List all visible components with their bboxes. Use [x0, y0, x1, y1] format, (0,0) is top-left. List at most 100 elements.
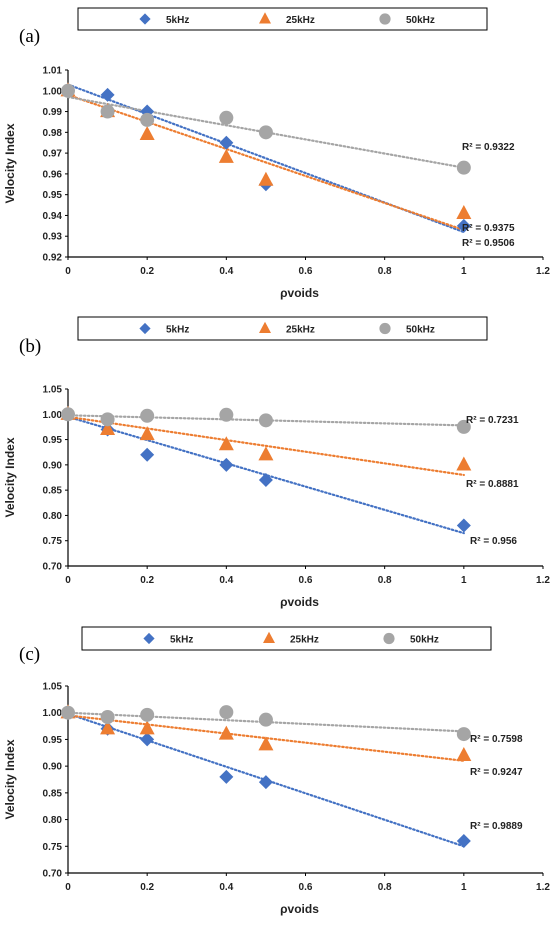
legend: 5kHz 25kHz 50kHz [81, 626, 492, 651]
data-point-25kHz [218, 725, 234, 740]
x-tick-label: 0.6 [299, 266, 313, 277]
data-point-25kHz [456, 456, 472, 471]
y-tick-label: 0.92 [43, 253, 63, 264]
data-point-5kHz [219, 457, 234, 472]
data-point-50kHz [61, 83, 75, 98]
x-axis-title: ρvoids [280, 902, 319, 916]
data-point-50kHz [100, 709, 115, 724]
legend-marker-5kHz [139, 13, 151, 25]
data-point-50kHz [61, 407, 75, 422]
data-point-25kHz [218, 148, 234, 163]
y-tick-label: 1.05 [43, 682, 63, 693]
x-tick-label: 1.2 [536, 575, 550, 586]
chart-panel-2: 5kHz 25kHz 50kHz(c)0.700.750.800.850.900.9… [3, 626, 550, 916]
data-point-50kHz [140, 112, 155, 127]
legend-entry-50kHz: 50kHz [410, 635, 439, 646]
legend: 5kHz 25kHz 50kHz [77, 7, 488, 31]
panel-label: (a) [19, 26, 40, 47]
y-tick-label: 1.00 [43, 708, 63, 719]
y-tick-label: 1.00 [43, 410, 63, 421]
x-tick-label: 1 [461, 266, 467, 277]
data-point-50kHz [219, 110, 234, 125]
x-tick-label: 0.8 [378, 882, 392, 893]
trendline-25kHz [66, 93, 465, 232]
data-point-25kHz [456, 747, 472, 762]
y-tick-label: 0.95 [43, 190, 63, 201]
data-point-50kHz [456, 727, 471, 742]
x-tick-label: 1.2 [536, 882, 550, 893]
r2-label-5kHz: R² = 0.956 [470, 536, 517, 547]
y-tick-label: 1.00 [43, 86, 63, 97]
y-tick-label: 0.96 [43, 169, 63, 180]
data-point-5kHz [140, 732, 155, 747]
r2-label-25kHz: R² = 0.9375 [462, 223, 515, 234]
legend: 5kHz 25kHz 50kHz [77, 316, 488, 341]
data-point-25kHz [218, 436, 234, 451]
legend-marker-25kHz [259, 321, 271, 333]
data-point-25kHz [258, 171, 274, 186]
y-axis-title: Velocity Index [3, 437, 17, 517]
x-tick-label: 0.6 [299, 882, 313, 893]
x-tick-label: 0.4 [219, 575, 233, 586]
r2-label-50kHz: R² = 0.9322 [462, 142, 515, 153]
x-tick-label: 1.2 [536, 266, 550, 277]
y-tick-label: 0.90 [43, 762, 63, 773]
data-point-5kHz [219, 769, 234, 784]
x-tick-label: 0 [65, 882, 71, 893]
data-point-5kHz [140, 447, 155, 462]
data-point-25kHz [100, 720, 116, 735]
legend-marker-5kHz [139, 322, 151, 335]
data-point-25kHz [100, 421, 116, 436]
legend-entry-5kHz: 5kHz [166, 15, 189, 26]
legend-entry-50kHz: 50kHz [406, 325, 435, 336]
data-point-50kHz [258, 712, 273, 727]
data-point-50kHz [100, 104, 115, 119]
x-tick-label: 0.4 [219, 882, 233, 893]
y-tick-label: 0.85 [43, 788, 63, 799]
y-tick-label: 0.94 [43, 211, 63, 222]
y-tick-label: 0.80 [43, 511, 63, 522]
x-tick-label: 0 [65, 266, 71, 277]
y-tick-label: 0.75 [43, 536, 63, 547]
x-axis-title: ρvoids [280, 595, 319, 609]
x-tick-label: 0.6 [299, 575, 313, 586]
data-point-50kHz [258, 413, 273, 428]
x-tick-label: 0.4 [219, 266, 233, 277]
data-point-25kHz [139, 126, 155, 141]
y-tick-label: 0.85 [43, 486, 63, 497]
panel-label: (c) [19, 644, 40, 665]
data-point-50kHz [61, 705, 75, 720]
y-tick-label: 0.95 [43, 435, 63, 446]
data-point-25kHz [258, 446, 274, 461]
legend-entry-25kHz: 25kHz [286, 325, 315, 336]
x-tick-label: 0.8 [378, 266, 392, 277]
x-tick-label: 0.2 [140, 882, 154, 893]
legend-entry-25kHz: 25kHz [286, 15, 315, 26]
legend-marker-50kHz [379, 13, 391, 25]
y-tick-label: 0.75 [43, 842, 63, 853]
y-tick-label: 0.93 [43, 232, 63, 243]
y-tick-label: 0.97 [43, 149, 63, 160]
data-point-50kHz [100, 412, 115, 427]
legend-entry-5kHz: 5kHz [170, 635, 193, 646]
data-point-5kHz [219, 135, 234, 150]
data-point-50kHz [219, 705, 234, 720]
y-tick-label: 0.70 [43, 869, 63, 880]
legend-entry-50kHz: 50kHz [406, 15, 435, 26]
data-point-5kHz [456, 218, 471, 233]
data-point-25kHz [456, 204, 472, 219]
data-point-25kHz [139, 720, 155, 735]
y-axis-title: Velocity Index [3, 739, 17, 819]
panel-label: (b) [19, 336, 41, 357]
legend-entry-25kHz: 25kHz [290, 635, 319, 646]
r2-label-5kHz: R² = 0.9506 [462, 238, 515, 249]
r2-label-50kHz: R² = 0.7231 [466, 415, 519, 426]
data-point-5kHz [456, 833, 471, 848]
legend-marker-5kHz [143, 632, 155, 645]
r2-label-5kHz: R² = 0.9889 [470, 821, 523, 832]
x-tick-label: 0.2 [140, 575, 154, 586]
x-tick-label: 0.2 [140, 266, 154, 277]
y-tick-label: 0.99 [43, 107, 63, 118]
data-point-50kHz [219, 407, 234, 422]
